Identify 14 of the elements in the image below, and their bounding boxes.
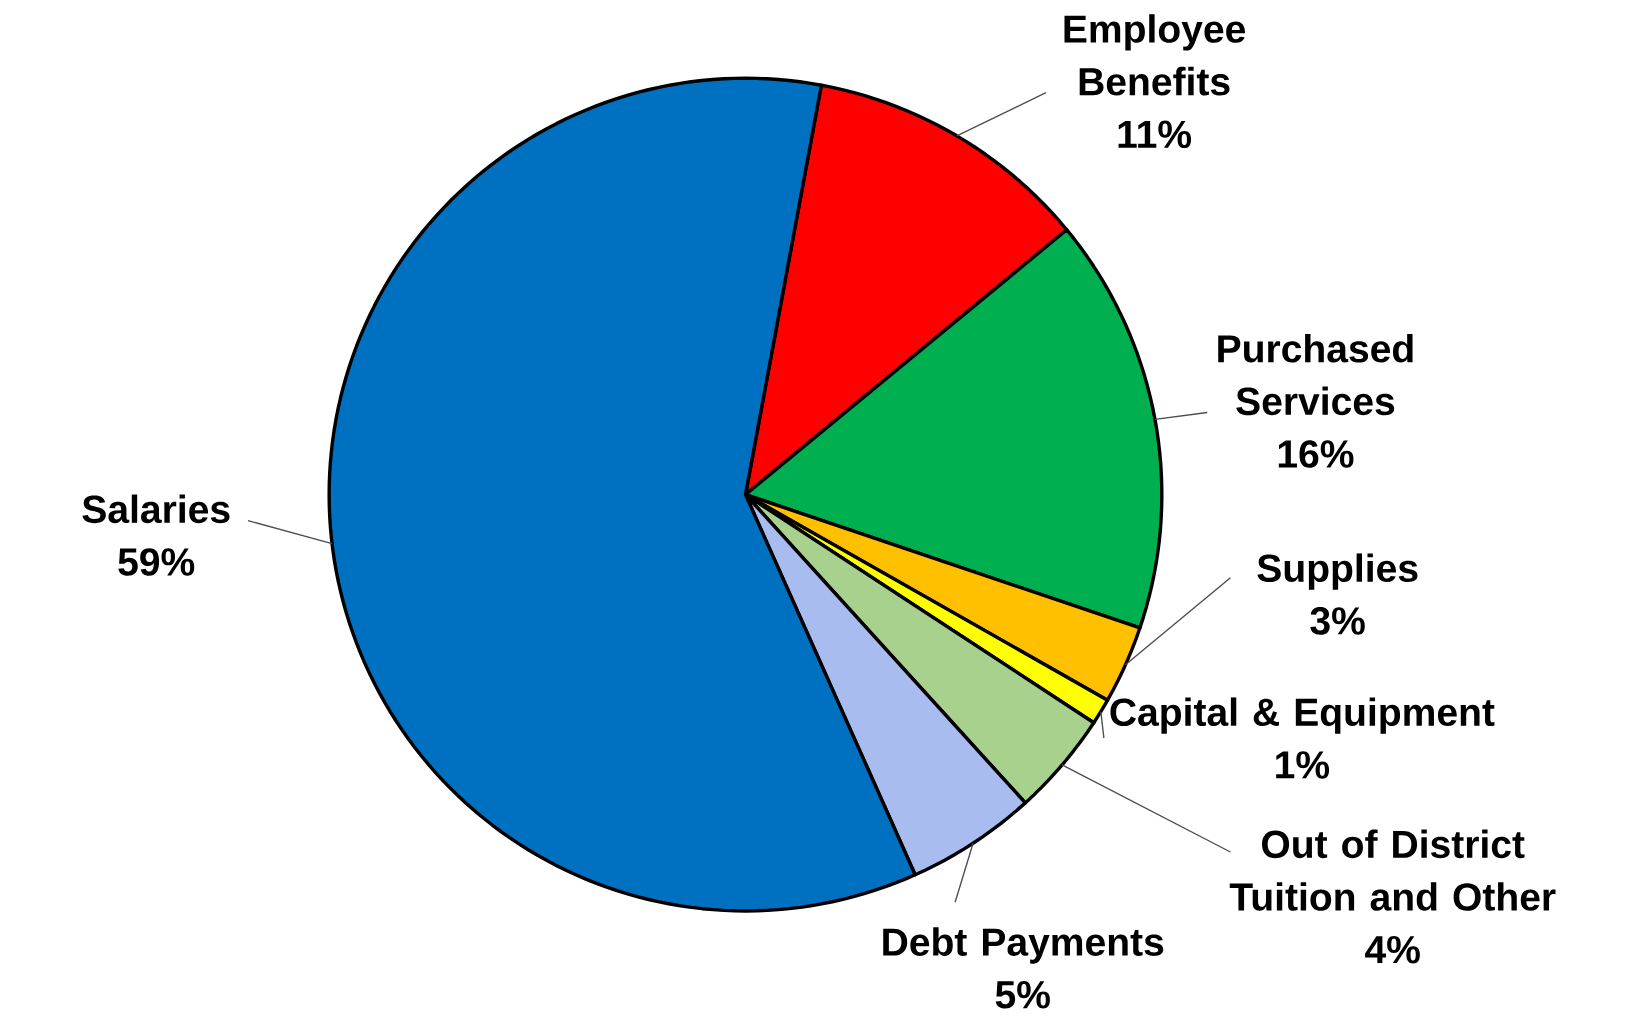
data-label: 1% — [1276, 751, 1330, 779]
data-label: 3% — [1310, 607, 1365, 635]
slice-label: Supplies — [1257, 553, 1418, 590]
data-label: 16% — [1278, 440, 1354, 468]
slice-label: Debt Payments — [883, 927, 1164, 964]
slice-label: Employee Benefits — [1064, 14, 1246, 96]
slice-label: Purchased Services — [1218, 333, 1413, 416]
slice-label: Salaries — [82, 494, 230, 524]
data-label: 5% — [995, 981, 1050, 1009]
slice-label: Capital & Equipment — [1110, 697, 1495, 734]
data-label: 11% — [1118, 120, 1192, 149]
data-label: 4% — [1365, 935, 1420, 964]
data-label: 59% — [118, 548, 195, 576]
slice-label: Out of District Tuition and Other — [1229, 829, 1556, 911]
